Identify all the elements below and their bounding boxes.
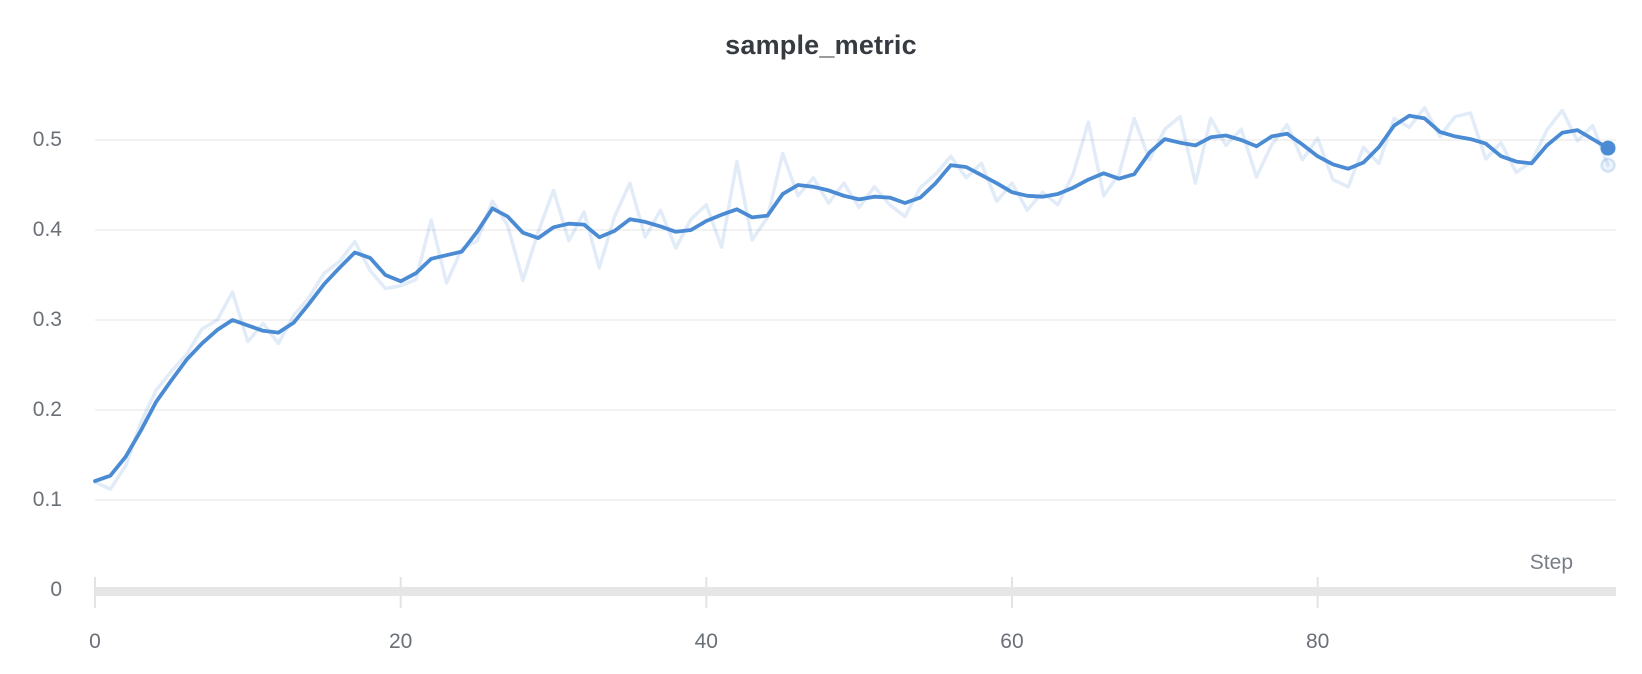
y-tick-label: 0.3 xyxy=(32,308,62,331)
x-axis-label: Step xyxy=(1529,551,1573,574)
raw-metric-line xyxy=(93,105,1610,491)
y-tick-label: 0 xyxy=(50,578,62,601)
chart-title: sample_metric xyxy=(725,30,917,60)
x-tick-label: 60 xyxy=(1000,630,1024,653)
x-tick-label: 20 xyxy=(388,630,413,653)
y-tick-label: 0.5 xyxy=(32,128,62,151)
x-tick-label: 40 xyxy=(694,630,718,653)
y-tick-label: 0.4 xyxy=(32,218,62,241)
x-axis-bar xyxy=(95,587,1616,596)
smoothed-last-point-marker[interactable] xyxy=(1600,140,1616,156)
y-tick-label: 0.1 xyxy=(32,488,62,511)
x-tick-label: 80 xyxy=(1305,630,1330,653)
smoothed-metric-line xyxy=(93,113,1610,484)
y-tick-label: 0.2 xyxy=(32,398,62,421)
x-tick-label: 0 xyxy=(89,630,101,653)
raw-last-point-marker xyxy=(1600,157,1616,173)
